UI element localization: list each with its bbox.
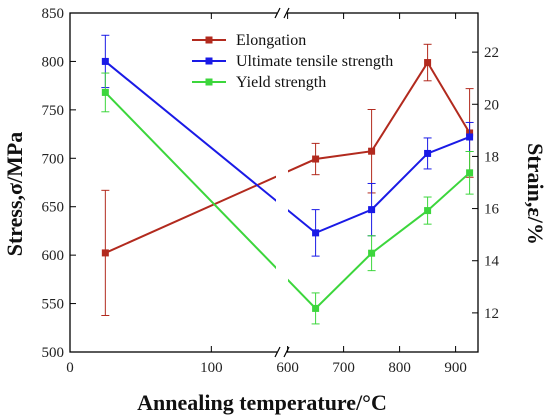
y-axis-left-title: Stress,σ/MPa bbox=[2, 132, 27, 257]
y-right-tick-label: 16 bbox=[484, 202, 500, 218]
series-yield-strength bbox=[101, 72, 474, 325]
legend-marker bbox=[205, 57, 213, 65]
y-right-tick-label: 18 bbox=[484, 149, 499, 165]
data-point bbox=[312, 229, 320, 237]
y-left-tick-label: 650 bbox=[42, 200, 65, 216]
y-right-tick-label: 14 bbox=[484, 254, 500, 270]
data-point bbox=[101, 88, 109, 96]
y-left-tick-label: 850 bbox=[42, 6, 65, 22]
y-axis-right-title: Strain,ε/% bbox=[523, 143, 548, 245]
data-point bbox=[368, 206, 376, 214]
data-point bbox=[368, 147, 376, 155]
y-right-tick-label: 22 bbox=[484, 45, 499, 61]
data-point bbox=[368, 249, 376, 257]
axis-break-mark bbox=[274, 7, 281, 19]
y-right-tick-label: 20 bbox=[484, 97, 499, 113]
legend-marker bbox=[205, 78, 213, 86]
legend: Elongation Ultimate tensile strength Yield… bbox=[192, 32, 393, 91]
legend-marker bbox=[205, 36, 213, 44]
data-point bbox=[424, 149, 432, 157]
x-tick-label: 600 bbox=[276, 360, 299, 376]
data-point bbox=[312, 155, 320, 163]
axis-break-mark bbox=[274, 346, 281, 358]
data-point bbox=[101, 57, 109, 65]
x-axis-title: Annealing temperature/°C bbox=[137, 390, 387, 415]
y-left-tick-label: 700 bbox=[42, 151, 65, 167]
y-left-tick-label: 600 bbox=[42, 248, 65, 264]
data-point bbox=[424, 59, 432, 67]
data-point bbox=[424, 207, 432, 215]
y-left-tick-label: 750 bbox=[42, 103, 65, 119]
legend-label: Yield strength bbox=[236, 74, 326, 91]
y-left-tick-label: 550 bbox=[42, 297, 65, 313]
x-tick-label: 900 bbox=[444, 360, 467, 376]
x-tick-label: 800 bbox=[388, 360, 411, 376]
data-point bbox=[312, 304, 320, 312]
x-tick-label: 700 bbox=[332, 360, 355, 376]
data-point bbox=[466, 169, 474, 177]
legend-label: Ultimate tensile strength bbox=[236, 53, 393, 70]
axis-break-mark bbox=[283, 346, 290, 358]
data-point bbox=[466, 133, 474, 141]
data-point bbox=[101, 249, 109, 257]
plot-frame bbox=[69, 7, 479, 358]
legend-label: Elongation bbox=[236, 32, 306, 49]
series-layer bbox=[101, 21, 474, 344]
axis-break-gap bbox=[277, 8, 287, 18]
y-left-tick-label: 500 bbox=[42, 345, 65, 361]
axis-break-mark bbox=[283, 7, 290, 19]
x-tick-label: 100 bbox=[200, 360, 223, 376]
x-tick-label: 0 bbox=[66, 360, 74, 376]
y-left-tick-label: 800 bbox=[42, 54, 65, 70]
y-right-tick-label: 12 bbox=[484, 306, 499, 322]
plot-border bbox=[69, 12, 479, 353]
axis-break-gap bbox=[277, 347, 287, 357]
break-gap bbox=[276, 21, 288, 344]
tick-layer: 0 100 600 700 800 900 500 550 600 650 700 750 800 850… bbox=[42, 6, 500, 376]
